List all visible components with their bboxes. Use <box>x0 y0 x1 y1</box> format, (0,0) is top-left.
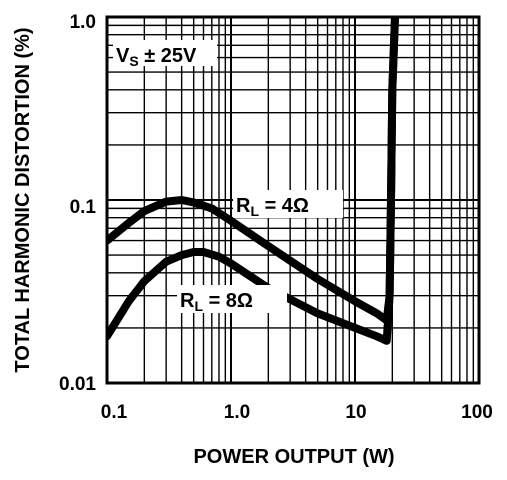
x-tick-label: 100 <box>461 402 493 423</box>
vs-annotation: VS ± 25V <box>116 45 197 69</box>
x-axis-title: POWER OUTPUT (W) <box>193 446 394 468</box>
series-label-bg <box>177 285 287 313</box>
plot-frame <box>105 15 481 385</box>
x-tick-label: 10 <box>345 402 366 423</box>
series-label-bg <box>233 190 343 218</box>
y-axis-title: TOTAL HARMONIC DISTORTION (%) <box>12 27 34 372</box>
series-label-rl-4: RL = 4Ω <box>236 195 309 219</box>
x-tick-label: 1.0 <box>224 402 250 423</box>
vs-annotation-bg <box>113 40 217 66</box>
series-label-rl-8: RL = 8Ω <box>180 290 253 314</box>
x-tick-label: 0.1 <box>101 402 128 423</box>
y-tick-label: 0.1 <box>70 197 97 218</box>
y-tick-label: 1.0 <box>70 12 96 33</box>
y-tick-label: 0.01 <box>59 374 96 395</box>
